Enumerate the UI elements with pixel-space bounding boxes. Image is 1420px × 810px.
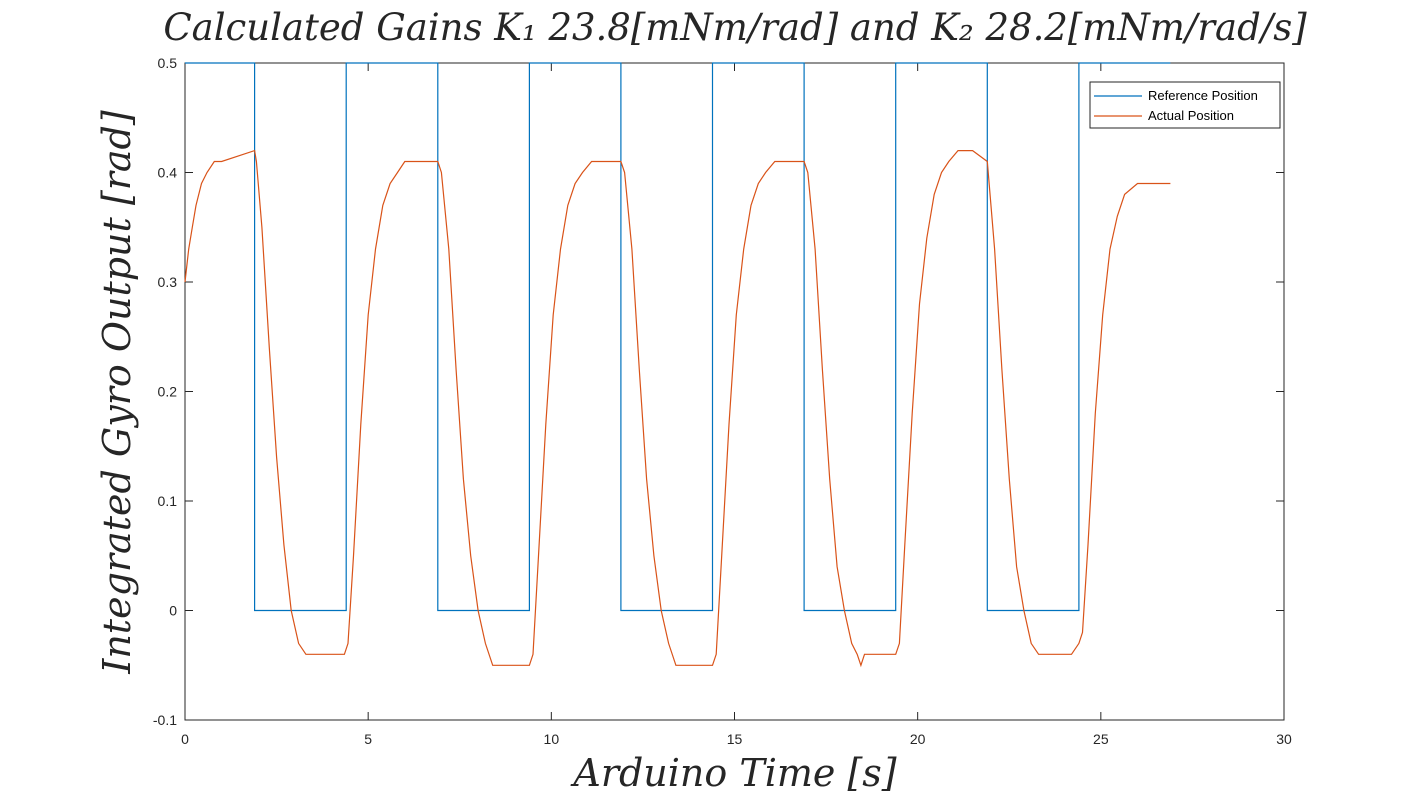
y-axis-label: Integrated Gyro Output [rad] — [95, 110, 139, 675]
series-lines — [184, 62, 1171, 668]
legend-label-actual: Actual Position — [1148, 108, 1234, 123]
x-tick-label: 0 — [181, 731, 189, 747]
y-tick-label: 0.5 — [158, 55, 178, 71]
plot-area — [184, 62, 1285, 721]
y-tick-label: -0.1 — [153, 712, 177, 728]
x-axis-label: Arduino Time [s] — [570, 751, 896, 795]
y-tick-label: 0.3 — [158, 274, 178, 290]
x-tick-label: 15 — [727, 731, 743, 747]
y-tick-label: 0.4 — [158, 165, 178, 181]
x-tick-label: 25 — [1093, 731, 1109, 747]
y-tick-label: 0.1 — [158, 493, 178, 509]
x-tick-label: 20 — [910, 731, 926, 747]
axis-ticks: 0 5 10 15 20 25 30-0.100.10.20.30.40.5 — [153, 55, 1292, 747]
legend-label-reference: Reference Position — [1148, 88, 1258, 103]
series-line-reference — [185, 62, 1171, 612]
y-tick-label: 0 — [169, 603, 177, 619]
legend: Reference Position Actual Position — [1089, 81, 1281, 129]
series-line-actual — [184, 149, 1171, 668]
y-tick-label: 0.2 — [158, 384, 178, 400]
x-tick-label: 10 — [544, 731, 560, 747]
x-tick-label: 30 — [1276, 731, 1292, 747]
chart-title: Calculated Gains K₁ 23.8[mNm/rad] and K₂… — [163, 6, 1307, 49]
legend-box — [1089, 81, 1281, 129]
x-tick-label: 5 — [364, 731, 372, 747]
